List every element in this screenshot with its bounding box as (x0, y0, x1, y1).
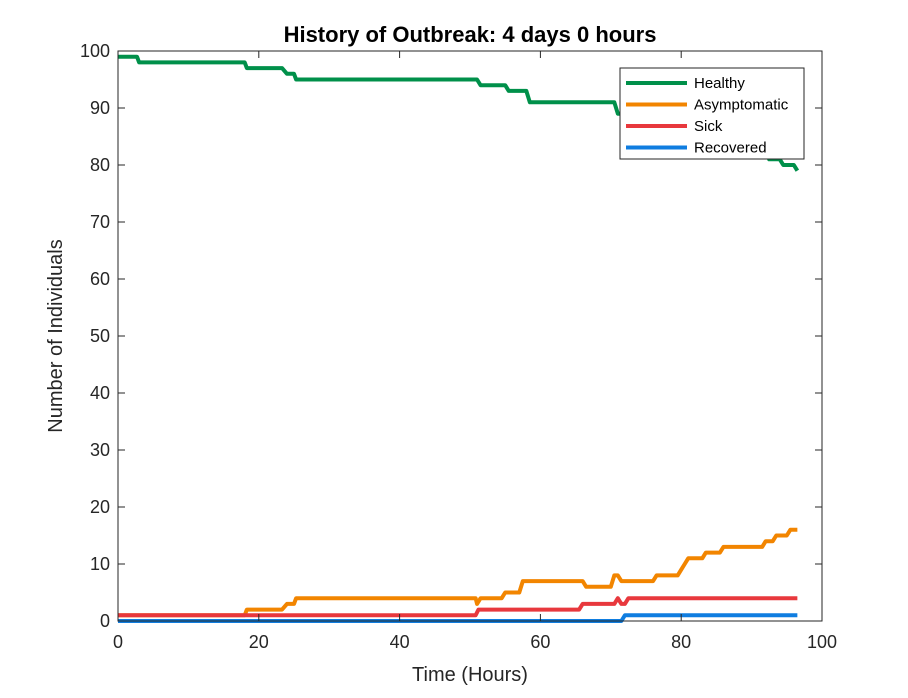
x-tick-label: 60 (530, 632, 550, 652)
y-tick-label: 40 (90, 383, 110, 403)
y-tick-label: 50 (90, 326, 110, 346)
legend: Healthy Asymptomatic Sick Recovered (619, 67, 805, 160)
legend-label-healthy: Healthy (694, 75, 745, 92)
y-tick-label: 80 (90, 155, 110, 175)
y-tick-label: 70 (90, 212, 110, 232)
axes-layer: 0 20 40 60 80 100 0 10 20 30 40 50 60 70 80 90 100 (80, 41, 837, 652)
series-line-sick (118, 596, 798, 618)
y-axis-label: Number of Individuals (45, 239, 67, 432)
y-tick-label: 60 (90, 269, 110, 289)
chart-title: History of Outbreak: 4 days 0 hours (284, 22, 657, 47)
x-tick-label: 100 (807, 632, 837, 652)
y-tick-label: 0 (100, 611, 110, 631)
y-tick-label: 20 (90, 497, 110, 517)
legend-label-recovered: Recovered (694, 140, 767, 157)
y-tick-label: 10 (90, 554, 110, 574)
y-tick-label: 30 (90, 440, 110, 460)
x-tick-label: 0 (113, 632, 123, 652)
x-axis-label: Time (Hours) (412, 664, 528, 686)
y-tick-label: 90 (90, 98, 110, 118)
y-tick-label: 100 (80, 41, 110, 61)
x-tick-label: 20 (249, 632, 269, 652)
x-tick-label: 80 (671, 632, 691, 652)
x-tick-label: 40 (390, 632, 410, 652)
series-line-asymptomatic (118, 527, 798, 618)
legend-label-asymptomatic: Asymptomatic (694, 97, 789, 114)
legend-label-sick: Sick (694, 118, 723, 135)
